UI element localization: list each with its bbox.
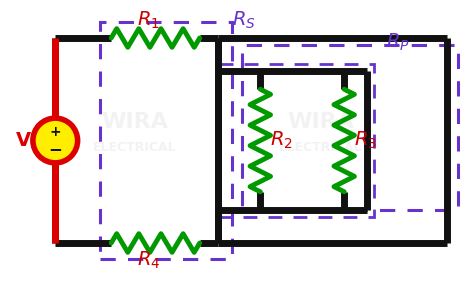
Bar <box>242 45 458 210</box>
Bar <box>100 22 232 259</box>
Text: ELECTRICAL: ELECTRICAL <box>279 141 363 154</box>
Text: ELECTRICAL: ELECTRICAL <box>92 141 176 154</box>
Text: $R_1$: $R_1$ <box>137 10 160 31</box>
Circle shape <box>33 118 78 163</box>
Text: WIRA: WIRA <box>101 112 168 132</box>
Text: WIRA: WIRA <box>287 112 355 132</box>
Text: $R_2$: $R_2$ <box>270 130 292 151</box>
Text: +: + <box>49 125 61 139</box>
Bar <box>219 64 374 217</box>
Text: $R_P$: $R_P$ <box>386 32 410 53</box>
Text: $R_3$: $R_3$ <box>354 130 377 151</box>
Text: $R_S$: $R_S$ <box>232 10 256 31</box>
Text: −: − <box>48 140 62 158</box>
Text: $R_4$: $R_4$ <box>137 250 160 271</box>
Text: V: V <box>16 131 31 150</box>
